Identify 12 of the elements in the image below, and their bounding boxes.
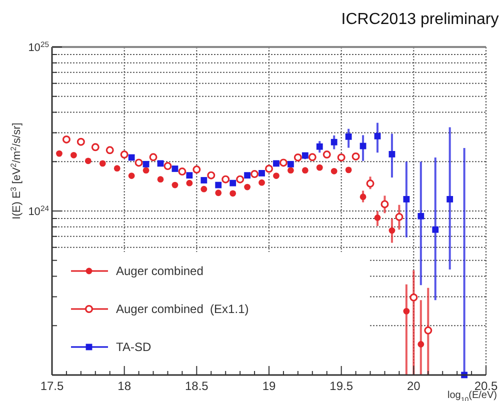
chart-title: ICRC2013 preliminary (341, 11, 499, 28)
legend-label: Auger combined (116, 264, 204, 278)
x-tick-label: 19.5 (330, 379, 354, 393)
legend-label: Auger combined (Ex1.1) (116, 302, 249, 316)
y-tick-label: 10$^{24}$ (28, 204, 50, 218)
x-tick-label: 20 (406, 379, 421, 393)
legend-label: TA-SD (116, 340, 152, 354)
x-tick-label: 18.5 (184, 379, 209, 393)
x-tick-label: 19 (262, 379, 276, 393)
x-tick-label: 17.5 (40, 379, 64, 393)
x-tick-label: 18 (118, 379, 132, 393)
y-tick-label: 10$^{25}$ (28, 40, 49, 54)
